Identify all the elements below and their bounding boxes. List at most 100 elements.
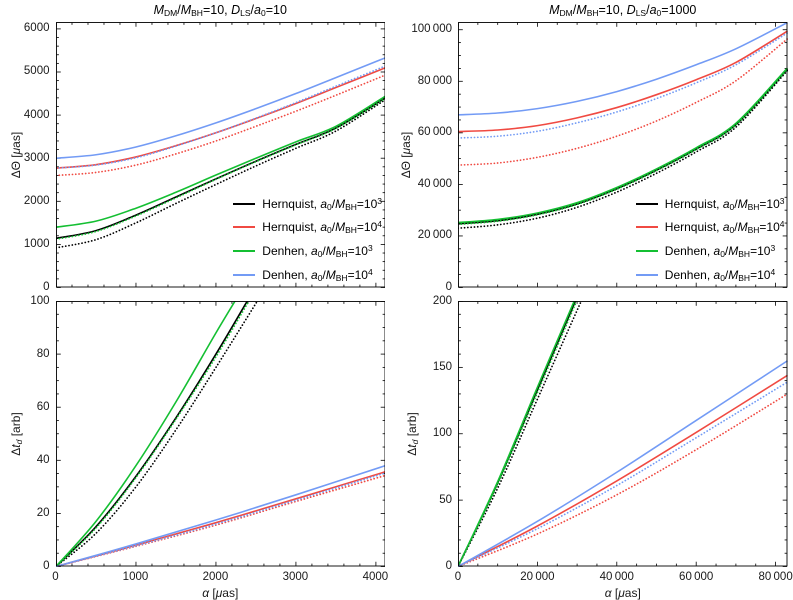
- legend-item: Denhen, a0/MBH=103: [635, 239, 785, 263]
- y-tick-label: 1000: [23, 237, 50, 250]
- curve-denhen-1e4-dotted: [55, 65, 385, 169]
- curve-denhen-1e4-solid: [458, 360, 788, 567]
- legend: Hernquist, a0/MBH=103 Hernquist, a0/MBH=1…: [635, 192, 785, 287]
- y-tick-label: 20 000: [417, 229, 452, 242]
- y-tick-label: 200: [432, 294, 452, 307]
- x-tick-label: 20 000: [520, 570, 555, 583]
- y-tick-label: 100: [432, 427, 452, 440]
- legend-line-swatch: [233, 249, 256, 252]
- legend-label: Hernquist, a0/MBH=104: [664, 219, 785, 236]
- y-tick-label: 6000: [23, 22, 50, 35]
- legend-item: Denhen, a0/MBH=104: [233, 263, 382, 287]
- legend-line-swatch: [635, 226, 658, 229]
- curve-denhen-1e3-dotted: [458, 301, 578, 567]
- legend-label: Hernquist, a0/MBH=103: [664, 195, 785, 212]
- x-tick-label: 3000: [282, 570, 309, 583]
- y-tick-label: 2000: [23, 194, 50, 207]
- y-tick-label: 60: [36, 400, 50, 413]
- x-tick-label: 2000: [202, 570, 229, 583]
- curve-denhen-1e3-solid: [55, 95, 385, 228]
- curve-denhen-1e3-solid: [458, 67, 788, 224]
- y-axis-label: Δtd [arb]: [8, 412, 24, 456]
- y-tick-label: 0: [445, 560, 452, 572]
- panel-delta-theta-dls1000: Hernquist, a0/MBH=103 Hernquist, a0/MBH=1…: [458, 22, 788, 288]
- y-tick-label: 50: [439, 493, 452, 506]
- legend-item: Hernquist, a0/MBH=104: [233, 215, 382, 239]
- curve-denhen-1e4-solid: [55, 464, 385, 567]
- curve-hernquist-1e4-solid: [55, 470, 385, 567]
- plot-frame: [458, 22, 788, 288]
- y-tick-label: 150: [432, 360, 452, 373]
- x-tick-label: 80 000: [758, 570, 793, 583]
- y-tick-label: 20: [36, 506, 50, 519]
- legend-line-swatch: [233, 273, 256, 276]
- legend-line-swatch: [635, 273, 658, 276]
- legend-label: Hernquist, a0/MBH=104: [262, 219, 382, 236]
- plot-canvas: [458, 22, 788, 288]
- x-tick-label: 0: [52, 570, 59, 583]
- y-tick-label: 60 000: [417, 126, 452, 139]
- y-axis-label: ΔΘ [μas]: [8, 131, 23, 178]
- legend-label: Hernquist, a0/MBH=103: [262, 195, 382, 212]
- plot-frame: [458, 301, 788, 567]
- curve-hernquist-1e4-dotted: [458, 37, 788, 166]
- x-axis-label: α [μas]: [604, 585, 641, 600]
- panel-time-delay-dls10: [55, 301, 385, 567]
- plot-frame: [55, 22, 385, 288]
- plot-title: MDM/MBH=10, DLS/a0=10: [153, 3, 287, 18]
- legend-label: Denhen, a0/MBH=104: [664, 266, 776, 283]
- curve-denhen-1e3-dotted: [55, 97, 385, 241]
- legend-item: Hernquist, a0/MBH=103: [233, 192, 382, 216]
- x-axis-label: α [μas]: [202, 585, 239, 600]
- y-tick-label: 0: [445, 281, 452, 293]
- curve-hernquist-1e3-dotted: [55, 301, 258, 567]
- legend-line-swatch: [233, 202, 256, 205]
- y-tick-label: 80 000: [417, 74, 452, 87]
- y-axis-label: Δtd [arb]: [405, 412, 420, 456]
- y-axis-label: ΔΘ [μas]: [399, 131, 413, 178]
- plot-canvas: [55, 22, 385, 288]
- y-tick-label: 100 000: [411, 23, 452, 36]
- legend-line-swatch: [635, 249, 658, 252]
- panel-time-delay-dls1000: [458, 301, 788, 567]
- y-tick-label: 40 000: [417, 177, 452, 190]
- curve-denhen-1e3-dotted: [55, 301, 250, 567]
- x-tick-label: 0: [454, 570, 462, 583]
- curve-hernquist-1e4-solid: [458, 30, 788, 133]
- legend-label: Denhen, a0/MBH=104: [262, 266, 373, 283]
- y-tick-label: 4000: [23, 108, 50, 121]
- curve-hernquist-1e3-dotted: [55, 98, 385, 249]
- x-tick-label: 4000: [362, 570, 389, 583]
- legend-line-swatch: [635, 202, 658, 205]
- curve-denhen-1e4-dotted: [55, 472, 385, 567]
- x-tick-label: 40 000: [599, 570, 634, 583]
- legend-item: Hernquist, a0/MBH=104: [635, 215, 785, 239]
- plot-title: MDM/MBH=10, DLS/a0=1000: [549, 3, 697, 18]
- legend: Hernquist, a0/MBH=103 Hernquist, a0/MBH=1…: [233, 192, 382, 287]
- legend-item: Denhen, a0/MBH=104: [635, 263, 785, 287]
- curve-denhen-1e4-solid: [458, 22, 788, 116]
- curve-hernquist-1e4-dotted: [55, 74, 385, 177]
- y-tick-label: 0: [43, 281, 50, 293]
- curve-hernquist-1e4-dotted: [55, 474, 385, 567]
- curve-denhen-1e4-dotted: [458, 381, 788, 567]
- y-tick-label: 40: [36, 453, 50, 466]
- legend-item: Denhen, a0/MBH=103: [233, 239, 382, 263]
- y-tick-label: 100: [30, 294, 50, 307]
- plot-canvas: [55, 301, 385, 567]
- y-tick-label: 80: [36, 347, 50, 360]
- curve-hernquist-1e3-solid: [55, 301, 248, 567]
- plot-frame: [55, 301, 385, 567]
- curve-denhen-1e3-solid: [55, 301, 236, 567]
- y-tick-label: 0: [43, 560, 50, 572]
- curve-hernquist-1e4-solid: [458, 374, 788, 567]
- plot-canvas: [458, 301, 788, 567]
- y-tick-label: 5000: [23, 65, 50, 78]
- curve-hernquist-1e4-dotted: [458, 393, 788, 567]
- legend-label: Denhen, a0/MBH=103: [262, 242, 373, 259]
- legend-line-swatch: [233, 226, 256, 229]
- curve-denhen-1e3-dotted: [458, 68, 788, 226]
- curve-hernquist-1e3-dotted: [458, 69, 788, 230]
- x-tick-label: 1000: [122, 570, 149, 583]
